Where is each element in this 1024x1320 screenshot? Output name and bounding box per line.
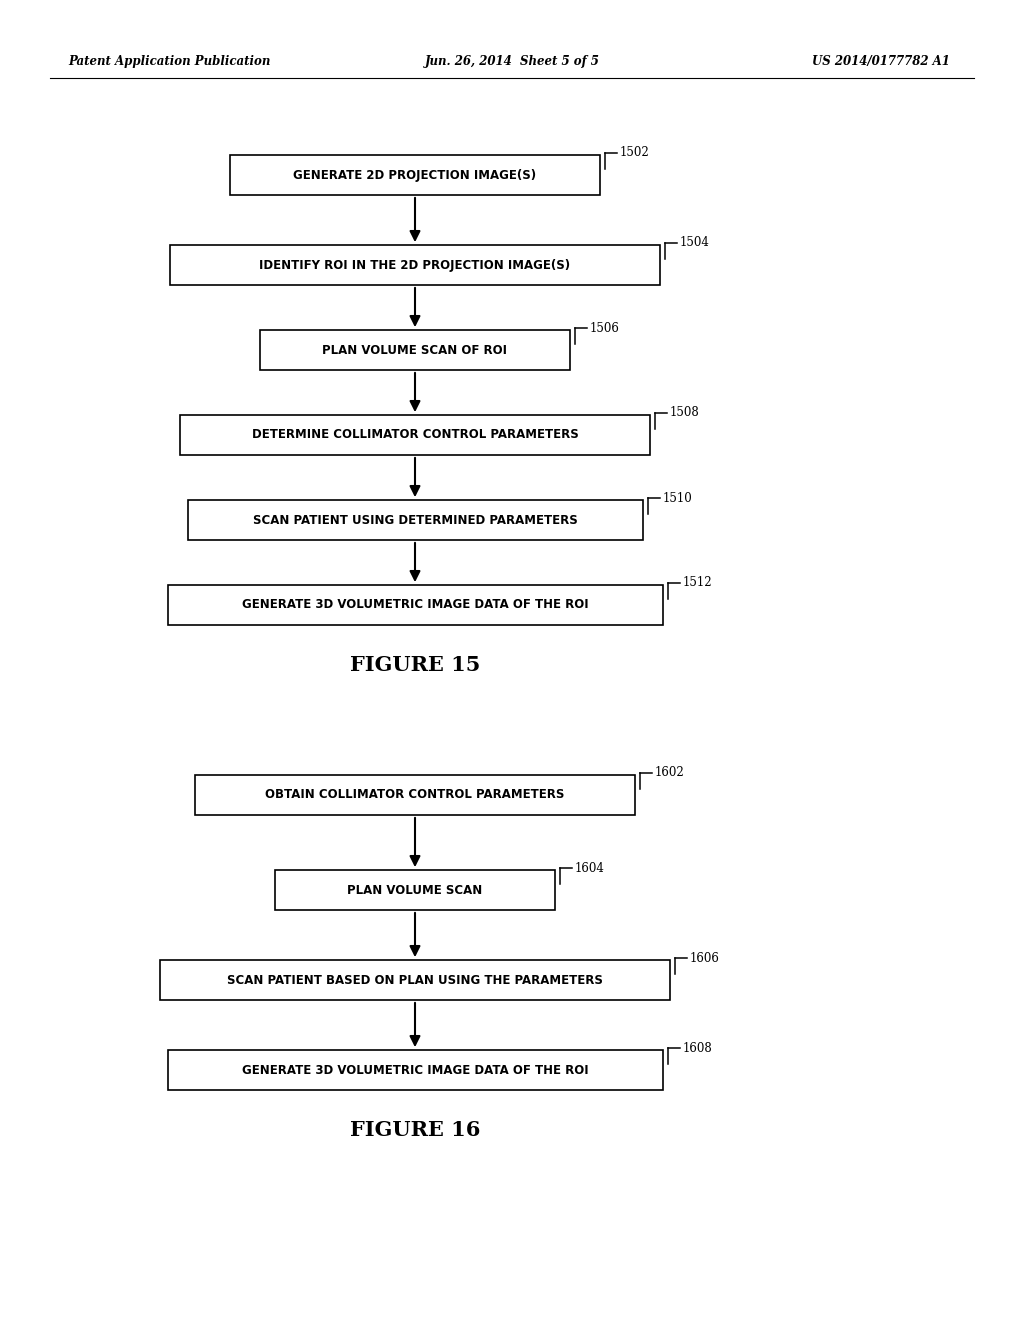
FancyBboxPatch shape (160, 960, 670, 1001)
Text: 1604: 1604 (575, 862, 605, 874)
Text: 1504: 1504 (680, 236, 710, 249)
Text: SCAN PATIENT BASED ON PLAN USING THE PARAMETERS: SCAN PATIENT BASED ON PLAN USING THE PAR… (227, 974, 603, 986)
Text: 1508: 1508 (670, 407, 699, 420)
Text: GENERATE 2D PROJECTION IMAGE(S): GENERATE 2D PROJECTION IMAGE(S) (294, 169, 537, 181)
FancyBboxPatch shape (260, 330, 570, 370)
Text: 1602: 1602 (655, 767, 685, 780)
Text: 1608: 1608 (683, 1041, 713, 1055)
Text: Jun. 26, 2014  Sheet 5 of 5: Jun. 26, 2014 Sheet 5 of 5 (425, 55, 599, 69)
Text: DETERMINE COLLIMATOR CONTROL PARAMETERS: DETERMINE COLLIMATOR CONTROL PARAMETERS (252, 429, 579, 441)
Text: 1606: 1606 (690, 952, 720, 965)
FancyBboxPatch shape (180, 414, 650, 455)
Text: 1512: 1512 (683, 577, 712, 590)
Text: 1502: 1502 (620, 147, 650, 160)
Text: PLAN VOLUME SCAN OF ROI: PLAN VOLUME SCAN OF ROI (323, 343, 508, 356)
FancyBboxPatch shape (168, 585, 663, 624)
Text: IDENTIFY ROI IN THE 2D PROJECTION IMAGE(S): IDENTIFY ROI IN THE 2D PROJECTION IMAGE(… (259, 259, 570, 272)
Text: 1506: 1506 (590, 322, 620, 334)
Text: FIGURE 15: FIGURE 15 (350, 655, 480, 675)
Text: 1510: 1510 (663, 491, 692, 504)
FancyBboxPatch shape (187, 500, 642, 540)
FancyBboxPatch shape (230, 154, 600, 195)
Text: OBTAIN COLLIMATOR CONTROL PARAMETERS: OBTAIN COLLIMATOR CONTROL PARAMETERS (265, 788, 564, 801)
FancyBboxPatch shape (195, 775, 635, 814)
FancyBboxPatch shape (168, 1049, 663, 1090)
Text: SCAN PATIENT USING DETERMINED PARAMETERS: SCAN PATIENT USING DETERMINED PARAMETERS (253, 513, 578, 527)
Text: PLAN VOLUME SCAN: PLAN VOLUME SCAN (347, 883, 482, 896)
Text: US 2014/0177782 A1: US 2014/0177782 A1 (812, 55, 950, 69)
Text: Patent Application Publication: Patent Application Publication (68, 55, 270, 69)
Text: GENERATE 3D VOLUMETRIC IMAGE DATA OF THE ROI: GENERATE 3D VOLUMETRIC IMAGE DATA OF THE… (242, 598, 589, 611)
FancyBboxPatch shape (275, 870, 555, 909)
Text: FIGURE 16: FIGURE 16 (350, 1119, 480, 1140)
FancyBboxPatch shape (170, 246, 660, 285)
Text: GENERATE 3D VOLUMETRIC IMAGE DATA OF THE ROI: GENERATE 3D VOLUMETRIC IMAGE DATA OF THE… (242, 1064, 589, 1077)
